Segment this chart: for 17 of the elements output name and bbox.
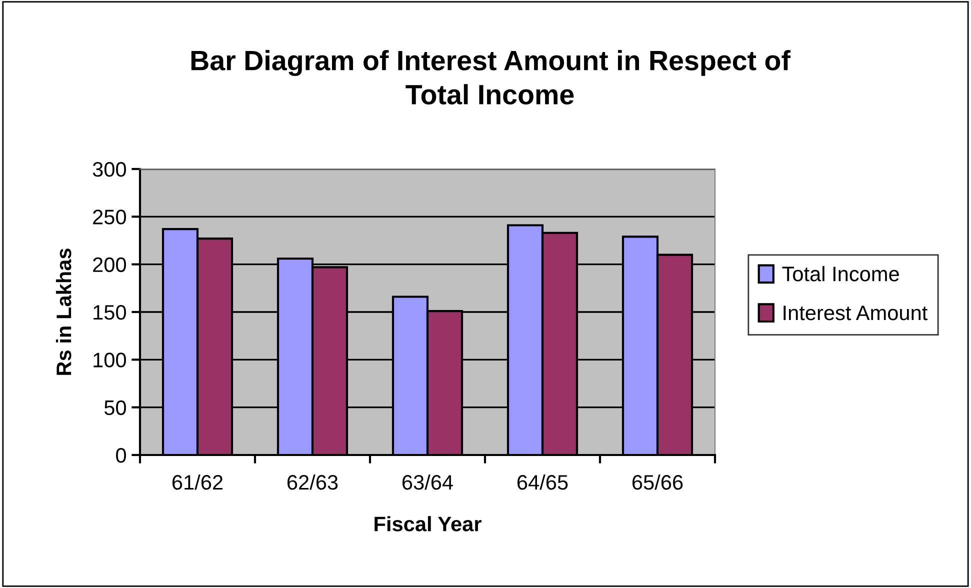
x-tick-label: 61/62 bbox=[172, 474, 223, 490]
y-tick-label: 50 bbox=[104, 400, 126, 416]
x-axis-title: Fiscal Year bbox=[374, 516, 482, 532]
x-tick-label: 65/66 bbox=[632, 474, 683, 490]
y-tick-label: 250 bbox=[93, 210, 126, 224]
legend-label: Total Income bbox=[782, 266, 899, 282]
chart-title: Bar Diagram of Interest Amount in Respect of Total Income bbox=[191, 50, 791, 104]
y-tick-label: 0 bbox=[116, 448, 126, 463]
legend-label: Interest Amount bbox=[784, 306, 928, 320]
x-tick-label: 63/64 bbox=[402, 474, 453, 490]
y-tick-label: 300 bbox=[92, 162, 126, 177]
y-tick-label: 100 bbox=[94, 352, 126, 368]
y-tick-label: 150 bbox=[94, 305, 126, 320]
x-tick-label: 62/63 bbox=[287, 474, 338, 490]
y-tick-label: 200 bbox=[93, 257, 126, 272]
y-axis-title: Rs in Lakhas bbox=[56, 248, 72, 375]
x-tick-label: 64/65 bbox=[517, 474, 568, 490]
